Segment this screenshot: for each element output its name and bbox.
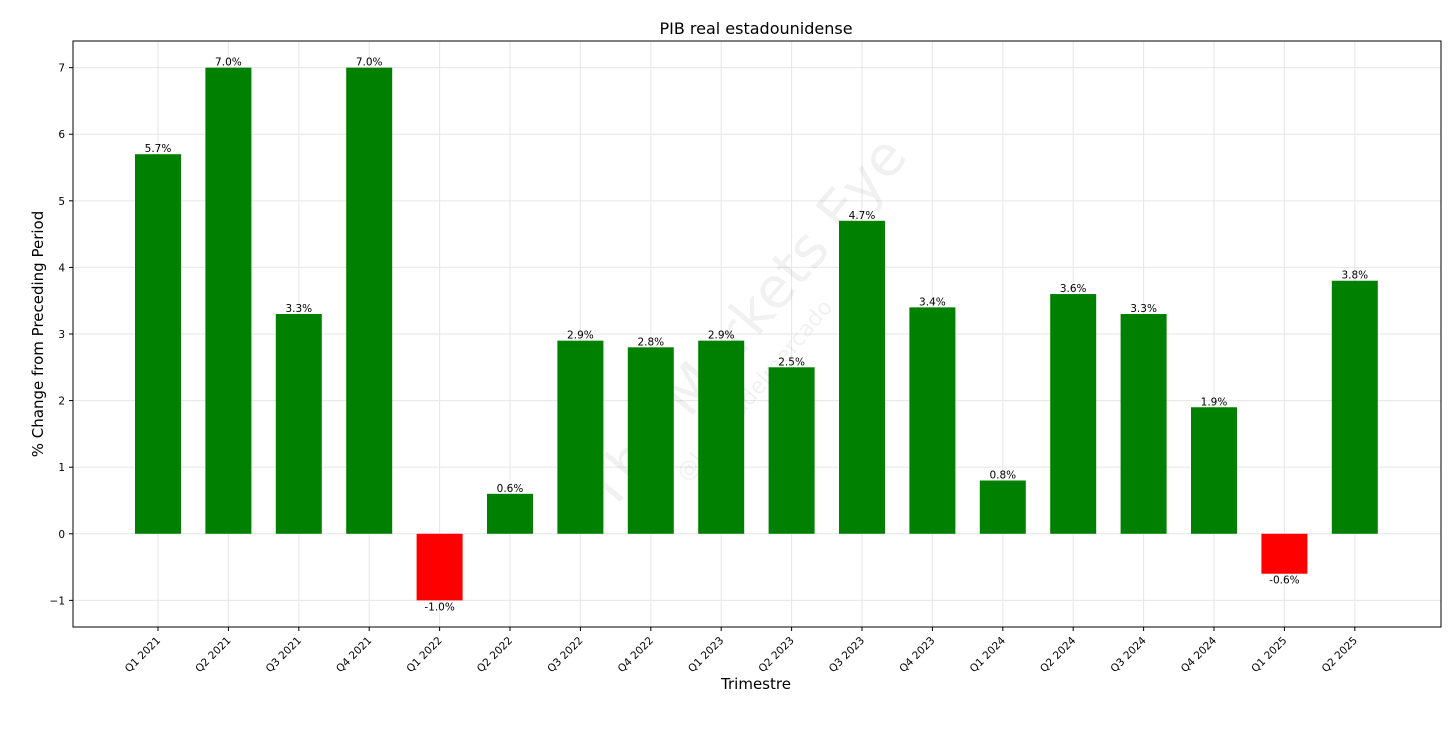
bar (768, 367, 815, 534)
data-label: 2.9% (567, 330, 594, 342)
y-tick-label: 4 (58, 262, 65, 274)
data-label: 0.8% (989, 470, 1016, 482)
bars (135, 67, 1378, 601)
bar (135, 154, 181, 534)
bar (487, 493, 533, 534)
bar (1331, 280, 1378, 534)
data-label: 3.4% (919, 296, 946, 308)
bar (698, 340, 745, 534)
x-tick-label: Q1 2022 (404, 635, 444, 675)
data-label: 3.6% (1060, 283, 1087, 295)
y-tick-label: 5 (58, 196, 65, 208)
bar (909, 307, 956, 534)
data-label: 1.9% (1201, 396, 1228, 408)
y-tick-label: −1 (50, 595, 65, 607)
x-tick-label: Q1 2025 (1249, 635, 1289, 675)
y-axis-label: % Change from Preceding Period (29, 211, 47, 457)
data-label: 2.9% (708, 330, 735, 342)
y-tick-label: 6 (58, 129, 65, 141)
x-tick-label: Q1 2021 (123, 635, 163, 675)
data-label: -1.0% (424, 601, 454, 613)
data-label: 2.8% (637, 336, 664, 348)
data-label: 3.3% (285, 303, 312, 315)
x-tick-label: Q1 2023 (686, 635, 726, 675)
x-tick-label: Q2 2022 (475, 635, 515, 675)
bar (205, 67, 252, 534)
y-tick-label: 2 (58, 396, 65, 408)
data-label: 0.6% (497, 483, 524, 495)
x-tick-label: Q1 2024 (968, 634, 1009, 675)
data-label: 5.7% (145, 143, 172, 155)
x-tick-label: Q3 2024 (1108, 634, 1149, 675)
y-tick-label: 0 (58, 529, 65, 541)
bar (346, 67, 393, 534)
data-label: 7.0% (356, 57, 383, 69)
bar (839, 220, 885, 534)
data-label: -0.6% (1269, 575, 1299, 587)
bar (979, 480, 1026, 534)
x-tick-label: Q3 2021 (264, 635, 304, 675)
data-label: 3.3% (1130, 303, 1157, 315)
x-tick-label: Q2 2023 (756, 635, 796, 675)
bar (275, 314, 322, 534)
y-axis: −1 0 1 2 3 4 5 6 7 (50, 63, 73, 607)
x-tick-label: Q3 2023 (827, 635, 867, 675)
data-label: 4.7% (849, 210, 876, 222)
data-label: 3.8% (1341, 270, 1368, 282)
bar (557, 340, 604, 534)
bar (1191, 407, 1237, 534)
x-axis: Q1 2021 Q2 2021 Q3 2021 Q4 2021 Q1 2022 Q2 20… (123, 627, 1360, 675)
y-tick-label: 3 (58, 329, 65, 341)
x-tick-label: Q2 2024 (1038, 634, 1079, 675)
x-tick-label: Q4 2021 (334, 635, 374, 675)
chart-title: PIB real estadounidense (659, 19, 852, 38)
x-axis-label: Trimestre (720, 675, 791, 693)
bar (1261, 533, 1308, 574)
data-label: 2.5% (778, 356, 805, 368)
bar (1050, 294, 1097, 534)
x-tick-label: Q2 2021 (193, 635, 233, 675)
x-tick-label: Q4 2024 (1179, 634, 1220, 675)
data-label: 7.0% (215, 57, 242, 69)
x-tick-label: Q2 2025 (1320, 635, 1360, 675)
bar (416, 533, 463, 601)
bar (627, 347, 674, 534)
data-labels: 5.7% 7.0% 3.3% 7.0% -1.0% 0.6% 2.9% 2.8% 2.9% 2.5… (145, 57, 1368, 614)
y-tick-label: 7 (58, 63, 65, 75)
plot-frame (72, 40, 1442, 628)
x-tick-label: Q4 2023 (897, 635, 937, 675)
x-tick-label: Q3 2022 (545, 635, 585, 675)
y-tick-label: 1 (58, 462, 65, 474)
bar (1120, 314, 1167, 534)
x-tick-label: Q4 2022 (616, 635, 656, 675)
